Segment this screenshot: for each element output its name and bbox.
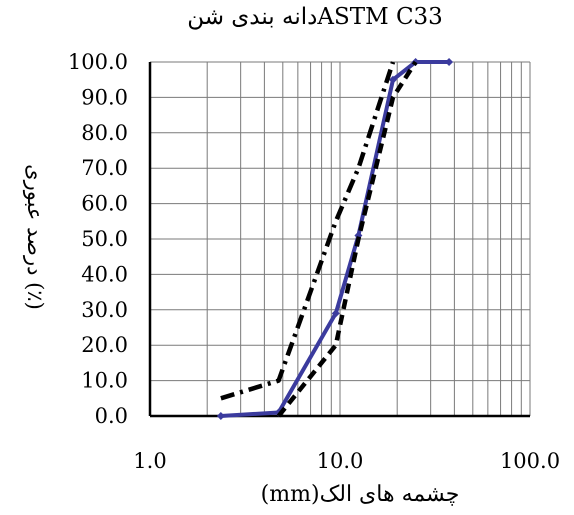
x-tick-label: 1.0 [133, 449, 166, 473]
y-tick-label: 0.0 [95, 404, 128, 428]
axes [148, 62, 530, 418]
series-point-marker [216, 412, 225, 420]
grid-lines [149, 61, 531, 417]
y-tick-label: 90.0 [81, 85, 128, 109]
chart-title: دانه بندی شنASTM C33 [187, 4, 443, 30]
y-tick-label: 40.0 [81, 262, 128, 286]
series-dashdot-line [220, 61, 396, 401]
series-dashed-line [276, 60, 418, 418]
y-tick-label: 100.0 [68, 50, 128, 74]
x-tick-label: 10.0 [317, 449, 364, 473]
y-tick-labels: 0.0 10.0 20.0 30.0 40.0 50.0 60.0 70.0 80.0 90.0 1… [68, 50, 128, 428]
y-tick-label: 50.0 [81, 227, 128, 251]
series-point-marker [331, 309, 340, 318]
y-tick-label: 60.0 [81, 192, 128, 216]
series-lines [216, 58, 454, 420]
x-tick-label: 100.0 [500, 449, 560, 473]
y-tick-label: 80.0 [81, 121, 128, 145]
y-tick-label: 30.0 [81, 298, 128, 322]
x-axis-label: (mm)چشمه های الک [260, 482, 460, 507]
y-tick-label: 70.0 [81, 156, 128, 180]
series-point-marker [388, 75, 397, 84]
y-tick-label: 10.0 [81, 369, 128, 393]
y-tick-label: 20.0 [81, 333, 128, 357]
series-point-marker [445, 58, 454, 66]
x-tick-labels: 1.0 10.0 100.0 [133, 449, 560, 473]
